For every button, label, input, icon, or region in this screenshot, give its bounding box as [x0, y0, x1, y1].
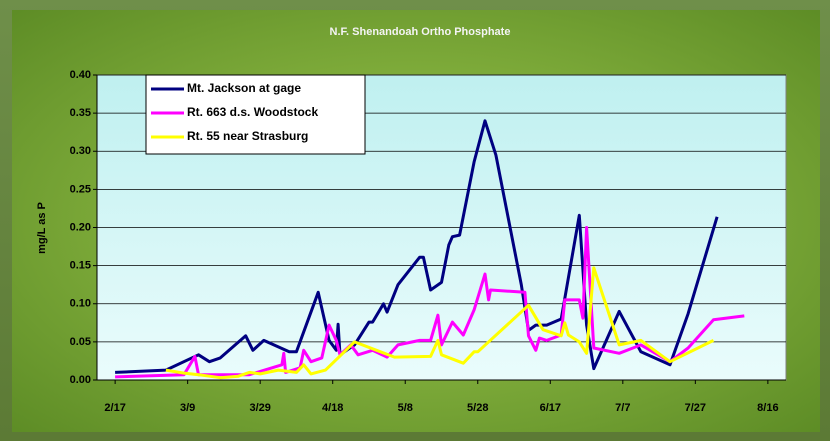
x-tick-label: 3/29	[249, 402, 270, 414]
legend-label: Rt. 55 near Strasburg	[187, 129, 308, 143]
y-tick-label: 0.10	[70, 298, 91, 310]
y-tick-label: 0.20	[70, 221, 91, 233]
series-line	[115, 119, 719, 374]
y-tick-label: 0.40	[70, 69, 91, 81]
x-tick-label: 7/7	[615, 402, 630, 414]
x-tick-label: 5/8	[398, 402, 413, 414]
chart-title: N.F. Shenandoah Ortho Phosphate	[330, 26, 511, 38]
x-tick-label: 7/27	[685, 402, 706, 414]
x-tick-label: 2/17	[104, 402, 125, 414]
y-tick-label: 0.15	[70, 260, 91, 272]
series-line	[115, 226, 745, 379]
y-tick-label: 0.25	[70, 183, 91, 195]
y-tick-label: 0.00	[70, 374, 91, 386]
legend-label: Rt. 663 d.s. Woodstock	[187, 105, 318, 119]
x-tick-label: 5/28	[467, 402, 488, 414]
y-tick-label: 0.35	[70, 107, 91, 119]
y-tick-label: 0.05	[70, 336, 91, 348]
legend-label: Mt. Jackson at gage	[187, 81, 301, 95]
x-tick-label: 8/16	[757, 402, 778, 414]
y-axis-label: mg/L as P	[36, 202, 48, 254]
x-tick-label: 4/18	[322, 402, 343, 414]
series-line	[165, 266, 715, 380]
x-tick-label: 3/9	[180, 402, 195, 414]
x-tick-label: 6/17	[540, 402, 561, 414]
y-tick-label: 0.30	[70, 145, 91, 157]
